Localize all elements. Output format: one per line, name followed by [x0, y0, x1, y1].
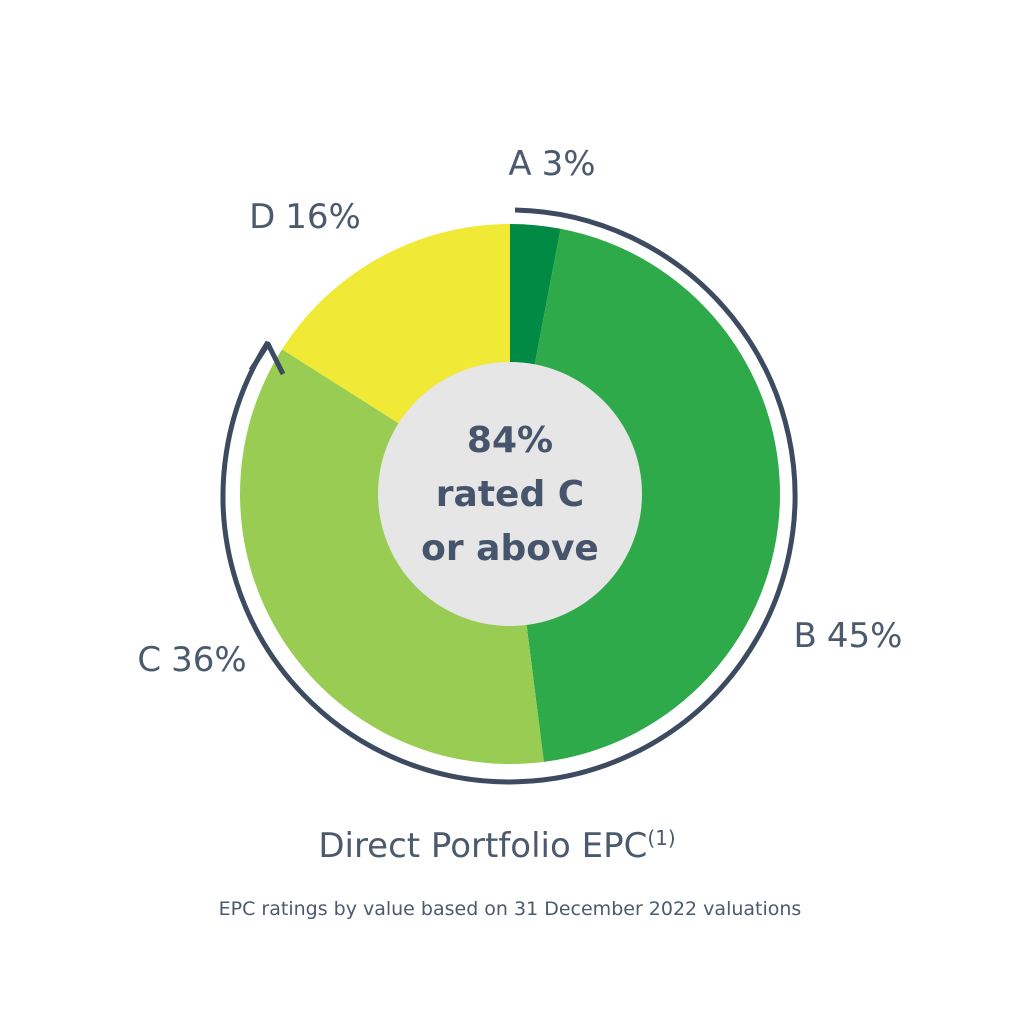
center-line: or above — [421, 528, 599, 569]
title-superscript: (1) — [647, 826, 675, 850]
value-label: 36% — [171, 640, 247, 680]
chart-title: Direct Portfolio EPC(1) — [318, 826, 675, 866]
category-label: D — [249, 197, 275, 237]
slice-label: B 45% — [794, 616, 903, 656]
arrow-head — [248, 341, 286, 376]
value-label: 16% — [285, 197, 361, 237]
slice-label: C 36% — [137, 640, 246, 680]
slice — [510, 228, 780, 762]
category-label: A — [508, 144, 531, 184]
center-line: rated C — [436, 474, 584, 515]
chart-subtitle: EPC ratings by value based on 31 Decembe… — [219, 898, 802, 920]
category-label: C — [137, 640, 161, 680]
slice-label: A 3% — [508, 144, 595, 184]
value-label: 45% — [827, 616, 903, 656]
value-label: 3% — [542, 144, 596, 184]
center-line: 84% — [467, 420, 553, 461]
category-label: B — [794, 616, 817, 656]
center-disc — [378, 362, 642, 626]
slice — [239, 349, 544, 764]
slice-label: D 16% — [249, 197, 361, 237]
title-text: Direct Portfolio EPC — [318, 826, 647, 866]
arrow-arc — [220, 207, 798, 785]
